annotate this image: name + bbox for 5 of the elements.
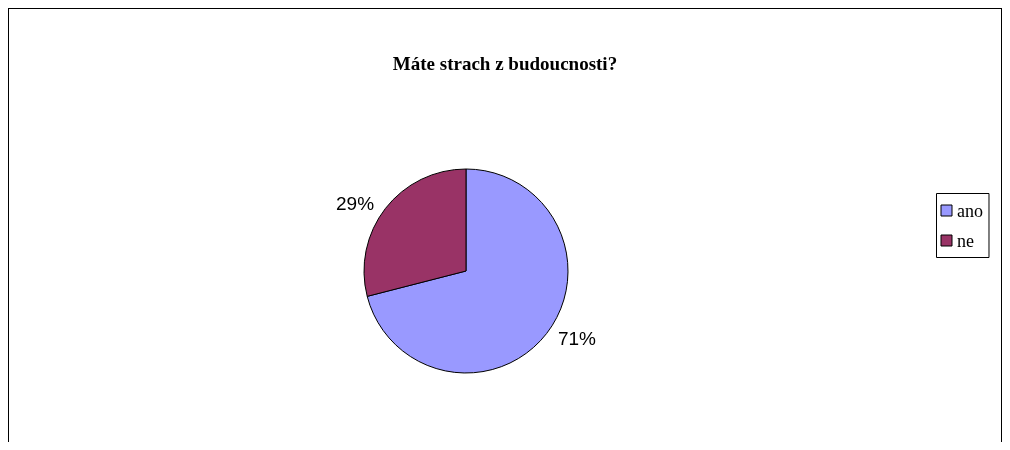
data-label: 29% <box>336 193 375 215</box>
legend-label: ano <box>957 200 984 221</box>
legend-label: ne <box>957 230 975 251</box>
chart-title: Máte strach z budoucnosti? <box>392 53 618 74</box>
data-label: 71% <box>557 327 597 349</box>
